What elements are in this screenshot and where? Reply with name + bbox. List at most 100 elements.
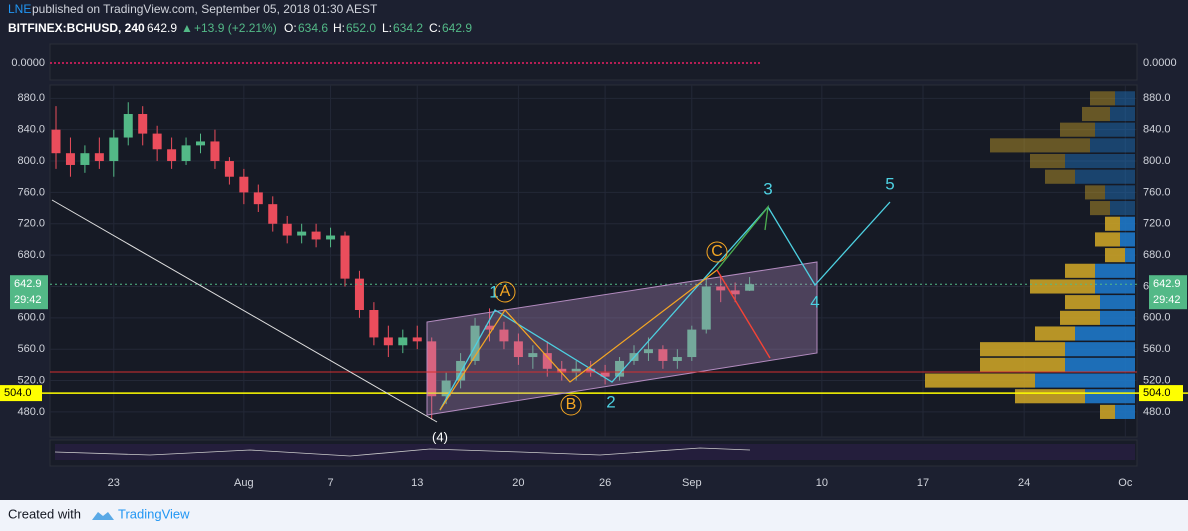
y-tick-label: 880.0 (1143, 92, 1171, 104)
candle-body (123, 114, 133, 138)
x-tick-label: 20 (512, 477, 524, 489)
footer-bg (0, 500, 1188, 531)
wave-label: A (500, 283, 511, 300)
y-tick-label: 760.0 (1143, 186, 1171, 198)
last-tag (1149, 275, 1187, 310)
y-tick-label: 480.0 (1143, 406, 1171, 418)
wave-label: 1 (489, 282, 498, 301)
open: 634.6 (298, 21, 328, 35)
candle-body (239, 176, 249, 193)
vp-up (1065, 153, 1135, 169)
vp-up (1110, 201, 1135, 216)
low: 634.2 (393, 21, 423, 35)
vp-down (1030, 279, 1095, 294)
candle-body (456, 360, 466, 381)
vp-up (1115, 404, 1135, 419)
candle-body (80, 153, 90, 165)
vp-down (1065, 295, 1100, 310)
y-tick-label: 680.0 (1143, 249, 1171, 261)
last-label: 642.9 (1153, 278, 1181, 290)
vp-up (1105, 185, 1135, 200)
publisher[interactable]: LNE (8, 2, 31, 16)
vp-down (1065, 263, 1095, 278)
y-tick-label: 560.0 (17, 343, 45, 355)
vp-down (1060, 310, 1100, 325)
y-tick-label: 600.0 (17, 312, 45, 324)
countdown: 29:42 (14, 294, 42, 306)
vp-up (1100, 310, 1135, 325)
x-tick-label: 17 (917, 477, 929, 489)
vp-down (1090, 201, 1110, 216)
channel (426, 261, 818, 416)
wave-label: (4) (432, 429, 448, 444)
level-tag (0, 385, 42, 402)
candle-body (470, 325, 480, 361)
candle-body (311, 231, 321, 240)
candle-body (354, 278, 364, 310)
wave-label: 2 (606, 392, 615, 411)
y-tick-label: 800.0 (1143, 155, 1171, 167)
candle-body (253, 192, 263, 205)
macd-label: 0.0000 (1143, 57, 1177, 69)
candle-body (340, 235, 350, 279)
x-tick-label: 10 (816, 477, 828, 489)
x-tick-label: 24 (1018, 477, 1030, 489)
candle-body (109, 137, 119, 162)
y-tick-label: 680.0 (17, 249, 45, 261)
candle-body (643, 349, 653, 354)
y-tick-label: 840.0 (17, 124, 45, 136)
vp-up (1095, 263, 1135, 278)
y-tick-label: 840.0 (1143, 124, 1171, 136)
y-tick-label: 760.0 (17, 186, 45, 198)
candle-body (745, 284, 755, 291)
footer-brand[interactable]: TradingView (118, 506, 190, 521)
candle-body (282, 223, 292, 236)
candle-body (412, 337, 422, 342)
vp-down (1035, 326, 1075, 341)
y-tick-label: 520.0 (17, 374, 45, 386)
close: 642.9 (442, 21, 472, 35)
l-label: L: (382, 21, 392, 35)
vp-down (925, 373, 1035, 388)
candle-body (224, 161, 234, 177)
rsi-band (55, 444, 1135, 460)
vp-up (1090, 138, 1135, 153)
y-tick-label: 800.0 (17, 155, 45, 167)
last-label: 642.9 (14, 278, 42, 290)
h-label: H: (333, 21, 345, 35)
x-tick-label: 7 (327, 477, 333, 489)
vp-up (1120, 216, 1135, 231)
candle-body (369, 309, 379, 338)
candle-body (51, 129, 61, 154)
candle-body (658, 349, 668, 361)
candle-body (94, 153, 104, 162)
last: 642.9 (147, 21, 177, 35)
footer-created: Created with (8, 506, 81, 521)
candle-body (701, 286, 711, 330)
candle-body (181, 145, 191, 162)
vp-down (1095, 232, 1120, 247)
vp-up (1120, 232, 1135, 247)
candle-body (672, 357, 682, 361)
candle-body (152, 133, 162, 150)
candle-body (326, 235, 336, 240)
vp-up (1110, 106, 1135, 122)
symbol: BITFINEX:BCHUSD, 240 (8, 21, 145, 35)
candle-body (571, 368, 581, 373)
logo[interactable] (92, 512, 114, 520)
vp-down (1060, 122, 1095, 137)
candle-body (600, 372, 610, 377)
y-tick-label: 600.0 (1143, 312, 1171, 324)
y-tick-label: 720.0 (17, 218, 45, 230)
vp-down (1105, 248, 1125, 263)
wave-label: 5 (885, 174, 894, 193)
candle-body (427, 341, 437, 397)
vp-down (1100, 404, 1115, 419)
vp-up (1095, 122, 1135, 137)
candle-body (499, 329, 509, 342)
vp-up (1065, 357, 1135, 372)
candle-body (485, 325, 494, 330)
vp-up (1065, 342, 1135, 357)
y-tick-label: 560.0 (1143, 343, 1171, 355)
high: 652.0 (346, 21, 376, 35)
